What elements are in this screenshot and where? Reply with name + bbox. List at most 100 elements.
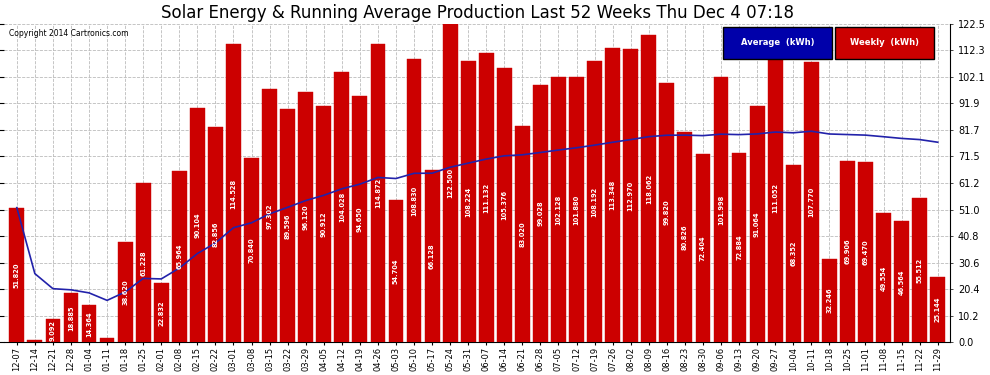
Bar (533, 85, 547, 342)
Text: 111.052: 111.052 (772, 183, 778, 213)
Bar (479, 53, 494, 342)
Bar (81, 305, 96, 342)
Text: 96.120: 96.120 (303, 205, 309, 230)
Bar (153, 283, 168, 342)
Bar (63, 293, 78, 342)
Text: 113.348: 113.348 (610, 180, 616, 210)
Bar (569, 77, 584, 342)
Title: Solar Energy & Running Average Production Last 52 Weeks Thu Dec 4 07:18: Solar Energy & Running Average Productio… (160, 4, 794, 22)
Text: 111.132: 111.132 (483, 183, 489, 213)
Text: 80.826: 80.826 (682, 225, 688, 250)
Bar (786, 165, 801, 342)
Text: 91.064: 91.064 (754, 211, 760, 237)
Bar (696, 154, 711, 342)
Text: Average  (kWh): Average (kWh) (741, 38, 815, 47)
Text: 101.880: 101.880 (573, 195, 579, 225)
Bar (370, 44, 385, 342)
Bar (551, 77, 566, 342)
Text: 108.830: 108.830 (411, 186, 417, 216)
Text: 65.964: 65.964 (176, 244, 182, 269)
Bar (118, 242, 133, 342)
Bar (298, 92, 313, 342)
Text: 82.856: 82.856 (213, 222, 219, 248)
Text: 90.104: 90.104 (194, 212, 200, 238)
Text: 22.832: 22.832 (158, 300, 164, 326)
Text: 9.092: 9.092 (50, 320, 55, 341)
Bar (100, 338, 115, 342)
Bar (876, 213, 891, 342)
Bar (262, 89, 277, 342)
Bar (840, 160, 854, 342)
Bar (497, 68, 512, 342)
Bar (352, 96, 367, 342)
Text: 72.404: 72.404 (700, 236, 706, 261)
Bar (931, 277, 945, 342)
Bar (587, 61, 602, 342)
Bar (822, 258, 837, 342)
Text: 97.302: 97.302 (266, 203, 272, 229)
Bar (9, 208, 24, 342)
Bar (749, 105, 764, 342)
Bar (46, 319, 60, 342)
Bar (226, 45, 241, 342)
Text: 108.192: 108.192 (592, 186, 598, 217)
Text: 70.840: 70.840 (248, 237, 254, 263)
Text: 118.062: 118.062 (645, 174, 651, 204)
Bar (912, 198, 927, 342)
Bar (804, 62, 819, 342)
Text: 99.820: 99.820 (664, 200, 670, 225)
Text: 49.554: 49.554 (880, 265, 886, 291)
FancyBboxPatch shape (835, 27, 935, 59)
Text: 32.246: 32.246 (827, 288, 833, 313)
Bar (605, 48, 620, 342)
Bar (208, 127, 223, 342)
Bar (425, 170, 440, 342)
Bar (443, 24, 457, 342)
Text: 108.224: 108.224 (465, 186, 471, 217)
Text: 69.470: 69.470 (862, 239, 868, 265)
Bar (136, 183, 150, 342)
Text: 83.020: 83.020 (520, 222, 526, 247)
Bar (190, 108, 205, 342)
Bar (407, 59, 422, 342)
Text: 104.028: 104.028 (339, 192, 345, 222)
Text: Weekly  (kWh): Weekly (kWh) (850, 38, 919, 47)
Bar (894, 221, 909, 342)
Bar (280, 110, 295, 342)
Bar (515, 126, 530, 342)
Text: 114.872: 114.872 (375, 178, 381, 208)
Text: 66.128: 66.128 (429, 244, 435, 269)
Bar (768, 54, 782, 342)
Text: 112.970: 112.970 (628, 180, 634, 211)
Bar (172, 171, 187, 342)
Text: 46.564: 46.564 (899, 269, 905, 295)
Text: 107.770: 107.770 (808, 187, 815, 218)
Text: 90.912: 90.912 (321, 211, 327, 237)
Text: 105.376: 105.376 (501, 190, 507, 220)
Text: Copyright 2014 Cartronics.com: Copyright 2014 Cartronics.com (9, 28, 129, 38)
Bar (677, 132, 692, 342)
Bar (732, 153, 746, 342)
FancyBboxPatch shape (724, 27, 832, 59)
Text: 51.820: 51.820 (14, 262, 20, 288)
Bar (245, 158, 259, 342)
Bar (28, 340, 43, 342)
Text: 18.885: 18.885 (68, 305, 74, 331)
Text: 114.528: 114.528 (231, 178, 237, 209)
Text: 38.620: 38.620 (122, 279, 128, 305)
Text: 61.228: 61.228 (141, 250, 147, 276)
Bar (624, 48, 639, 342)
Bar (389, 200, 403, 342)
Text: 94.650: 94.650 (356, 207, 363, 232)
Text: 25.144: 25.144 (935, 297, 940, 322)
Bar (642, 35, 656, 342)
Bar (858, 162, 873, 342)
Text: 14.364: 14.364 (86, 311, 92, 336)
Text: 69.906: 69.906 (844, 238, 850, 264)
Text: 72.884: 72.884 (736, 235, 742, 260)
Bar (659, 83, 674, 342)
Bar (714, 77, 729, 342)
Text: 99.028: 99.028 (538, 201, 544, 226)
Text: 101.998: 101.998 (718, 195, 724, 225)
Text: 55.512: 55.512 (917, 258, 923, 283)
